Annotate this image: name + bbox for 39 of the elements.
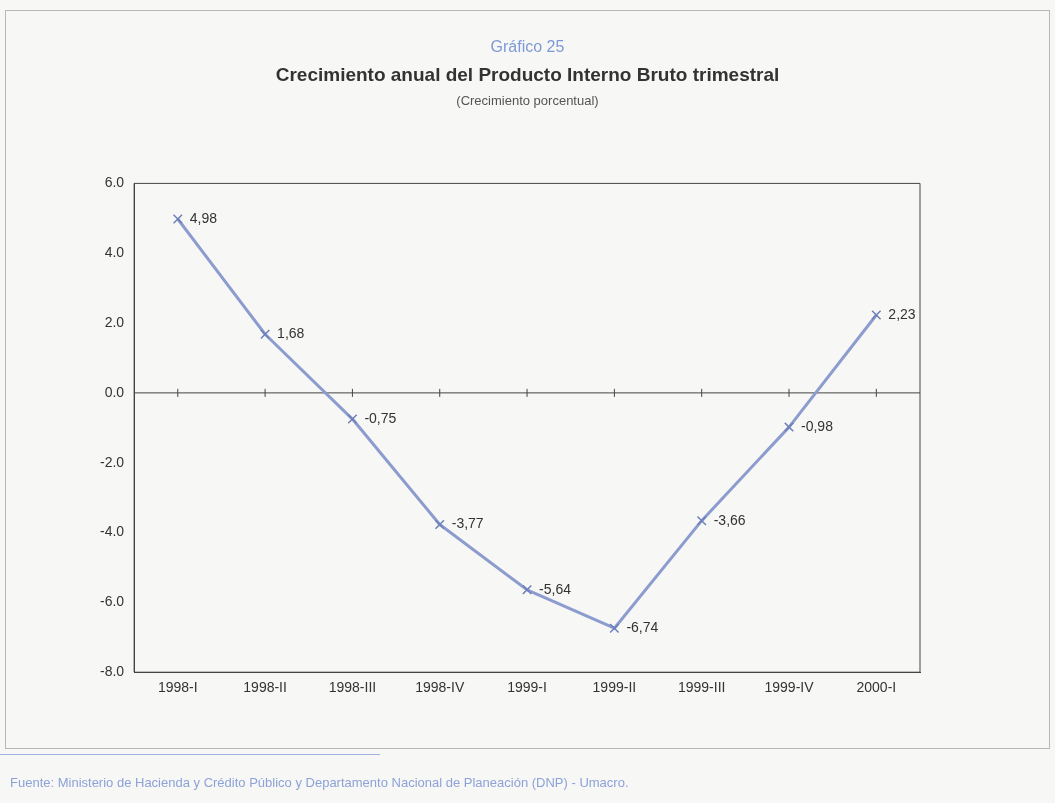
- y-tick-label: 4.0: [104, 244, 125, 261]
- point: [522, 584, 533, 595]
- point: [260, 329, 271, 340]
- data-label: -0,98: [801, 417, 834, 434]
- y-tick-label: -2.0: [100, 453, 125, 470]
- point: [434, 519, 445, 530]
- point: [347, 414, 358, 425]
- x-tick-label: 1999-IV: [764, 679, 815, 696]
- data-label: -3,66: [713, 511, 746, 528]
- y-tick-label: -4.0: [100, 523, 125, 540]
- x-tick-label: 1999-III: [677, 679, 726, 696]
- data-label: -6,74: [626, 619, 659, 636]
- x-tick-label: 1998-III: [328, 679, 377, 696]
- point: [609, 623, 620, 634]
- data-label: 1,68: [277, 325, 305, 342]
- text: Gráfico 25: [489, 38, 566, 56]
- y-tick-label: -6.0: [100, 593, 125, 610]
- data-label: -0,75: [364, 409, 397, 426]
- y-tick-label: 6.0: [104, 174, 125, 191]
- data-label: 2,23: [888, 305, 916, 322]
- x-tick-label: 2000-I: [856, 679, 897, 696]
- source-note: Fuente: Ministerio de Hacienda y Crédito Público y Departamento Nacional de Planeación (DNP) - Umacro.: [10, 775, 629, 790]
- point: [784, 422, 795, 433]
- y-tick-label: 2.0: [104, 313, 125, 330]
- y-tick-label: -8.0: [100, 663, 125, 680]
- point: [696, 515, 707, 526]
- x-tick-label: 1998-IV: [415, 679, 465, 696]
- x-tick-label: 1998-II: [243, 679, 287, 696]
- x-tick-label: 1999-II: [592, 679, 637, 696]
- x-tick-label: 1998-I: [157, 679, 198, 696]
- point: [871, 310, 882, 321]
- data-label: -5,64: [539, 580, 572, 597]
- data-label: 4,98: [189, 209, 218, 226]
- x-tick-label: 1999-I: [507, 679, 547, 696]
- y-tick-label: 0.0: [104, 383, 125, 400]
- point: [172, 214, 183, 225]
- chart-title: Crecimiento anual del Producto Interno Bruto trimestral: [274, 64, 781, 86]
- data-label: -3,77: [451, 515, 484, 532]
- chart-subtitle: (Crecimiento porcentual): [455, 93, 600, 108]
